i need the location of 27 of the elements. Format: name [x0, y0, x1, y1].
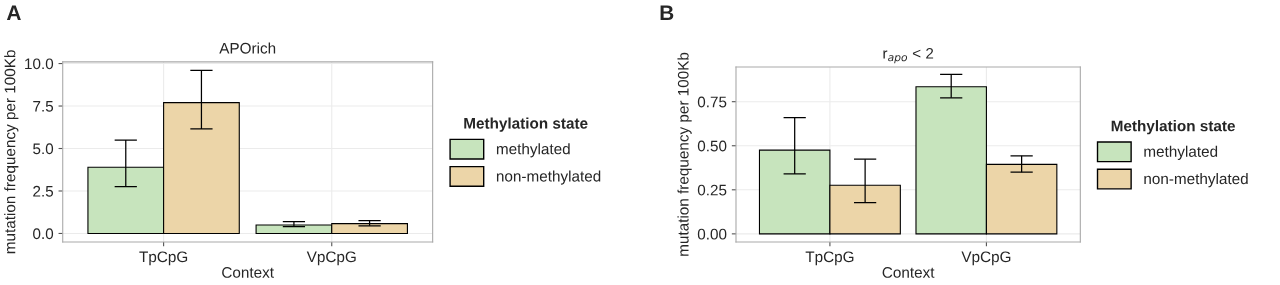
y-axis-title: mutation frequency per 100Kb: [4, 50, 19, 254]
chart-title: APOrich: [219, 42, 276, 54]
legend-label: non-methylated: [1144, 172, 1248, 188]
y-tick-label: 5.0: [33, 143, 54, 155]
legend-label: methylated: [496, 143, 570, 158]
text: B: [660, 5, 674, 20]
x-tick-label: VpCpG: [961, 251, 1011, 266]
y-tick-label: 0.00: [697, 228, 727, 240]
y-tick-label: 0.0: [33, 228, 54, 240]
y-tick-label: 10.0: [25, 58, 54, 70]
x-axis-title: Context: [222, 267, 274, 278]
y-tick-label: 0.50: [697, 140, 727, 152]
text: A: [6, 5, 21, 20]
x-tick-label: TpCpG: [139, 251, 188, 266]
legend-title: Methylation state: [464, 117, 588, 132]
y-tick-label: 0.25: [697, 184, 727, 196]
legend-label: methylated: [1144, 145, 1218, 160]
chart-title: r$_{apo}$ < 2: [883, 47, 934, 64]
legend-label: non-methylated: [496, 170, 601, 185]
y-tick-label: 0.75: [697, 96, 727, 108]
y-axis-title: mutation frequency per 100Kb: [677, 52, 692, 256]
x-axis-title: Context: [882, 267, 935, 278]
y-tick-label: 2.5: [33, 185, 54, 197]
x-tick-label: VpCpG: [306, 251, 356, 266]
legend-title: Methylation state: [1111, 120, 1235, 135]
x-tick-label: TpCpG: [805, 251, 854, 266]
y-tick-label: 7.5: [33, 101, 54, 112]
